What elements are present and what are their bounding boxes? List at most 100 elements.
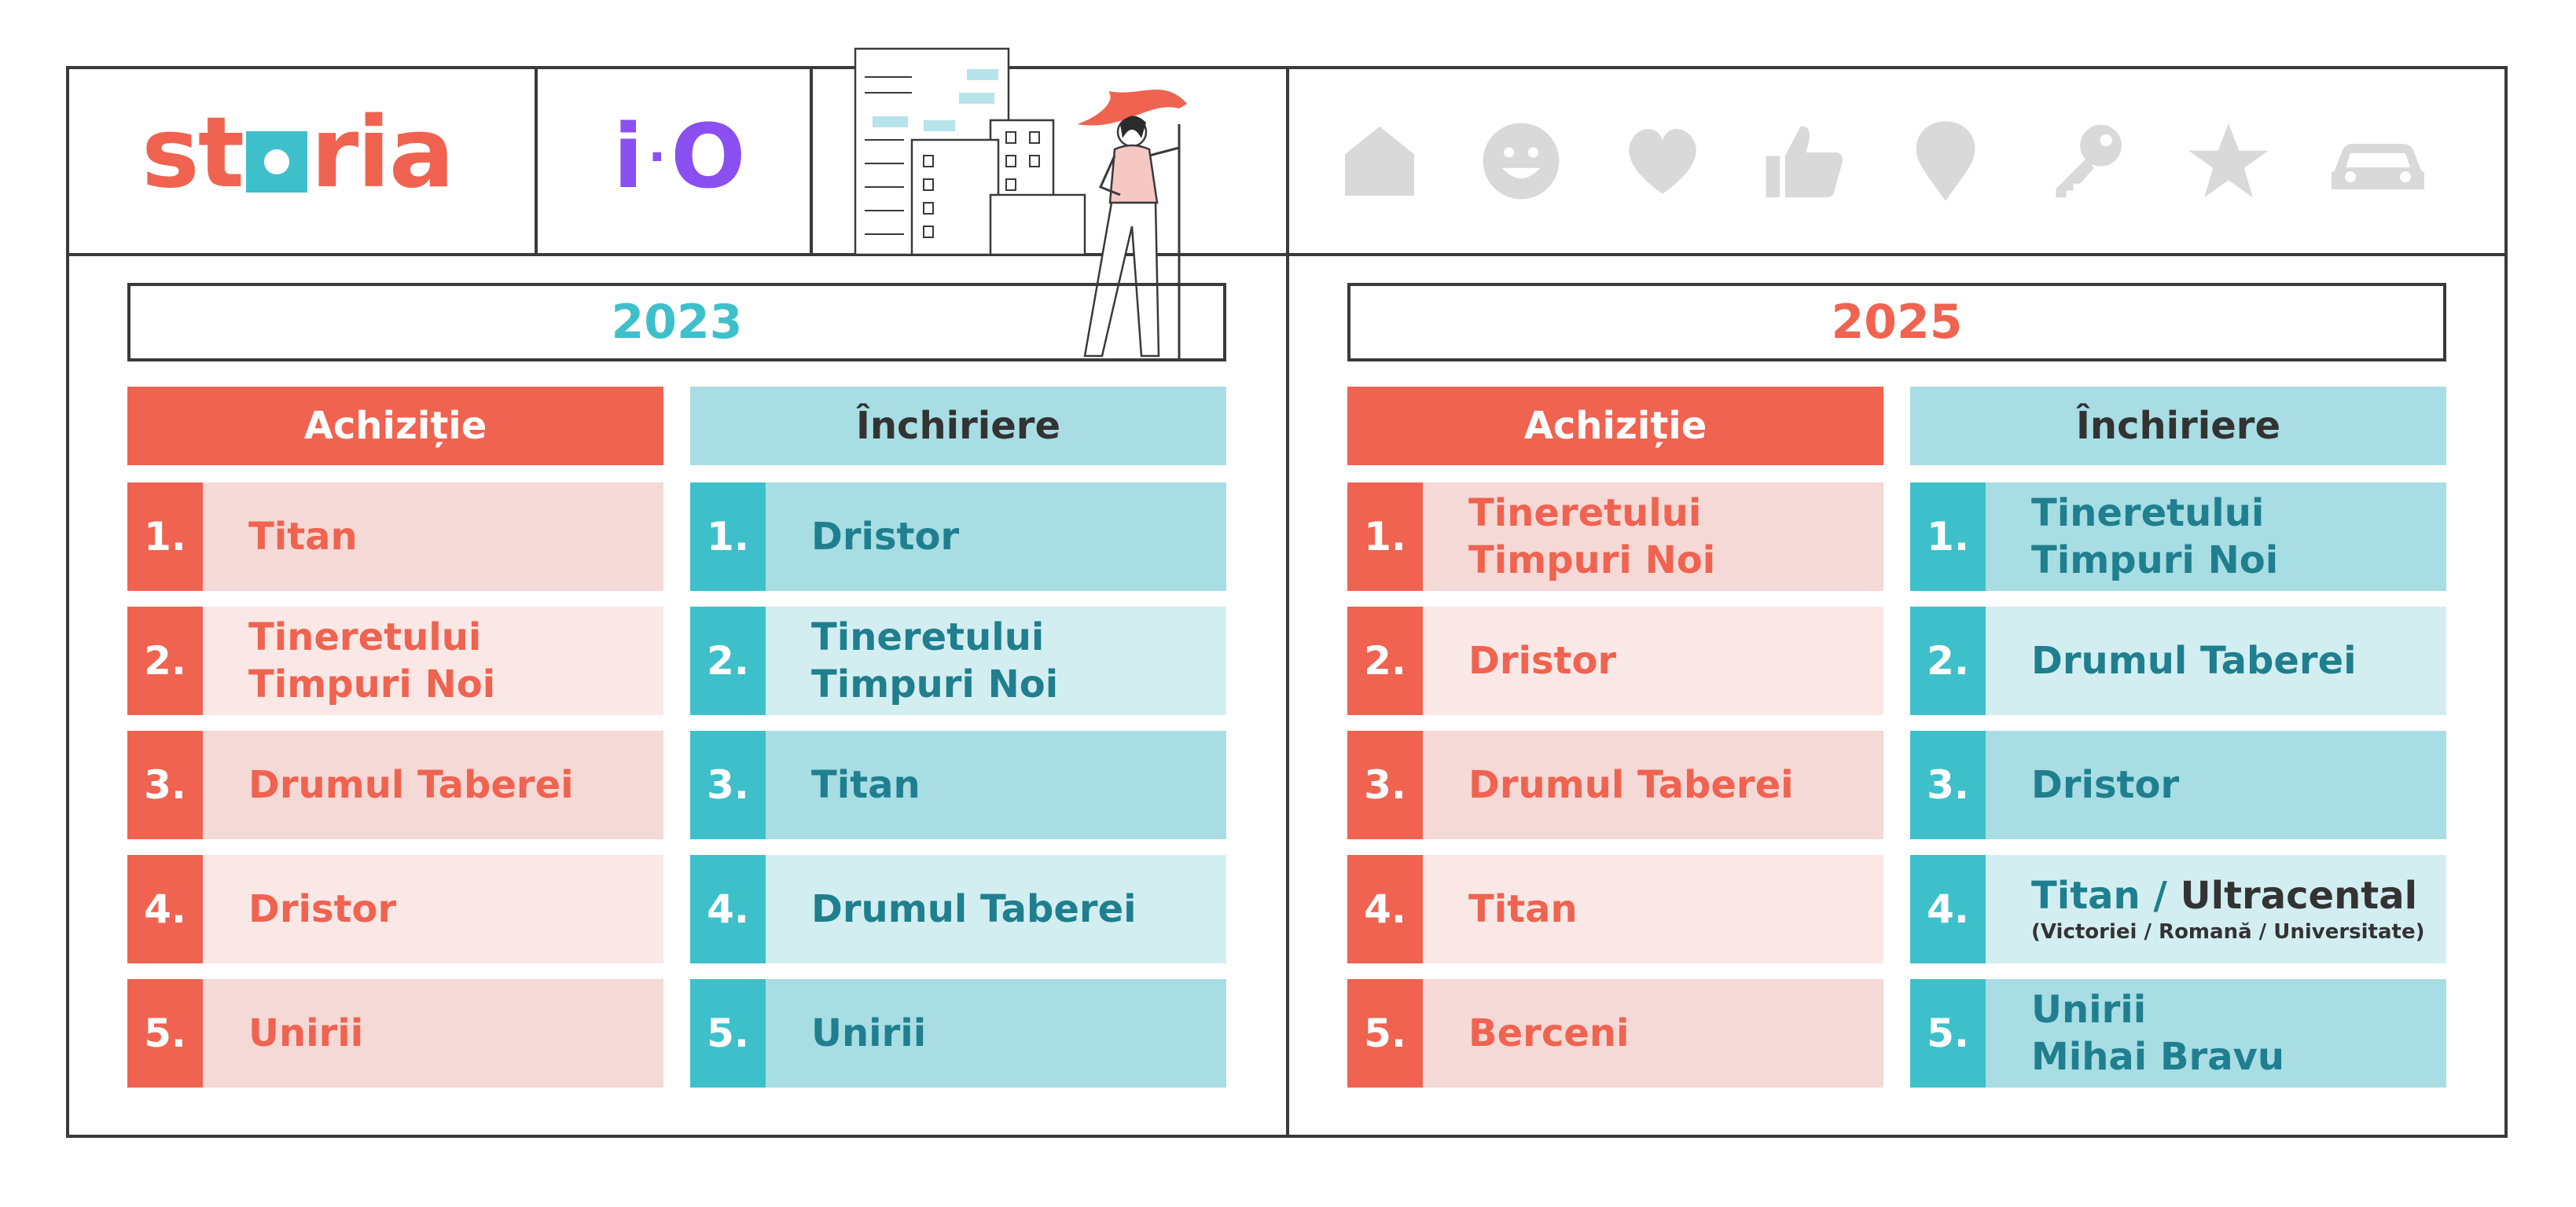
ranking-row: 3. Titan	[690, 731, 1226, 839]
rank-number: 3.	[1910, 731, 1986, 839]
name-line-1: Drumul Taberei	[811, 886, 1226, 933]
neighborhood-name: Dristor	[1423, 607, 1883, 715]
storia-logo-text-start: st	[141, 97, 244, 210]
storia-logo-text-end: ria	[311, 97, 454, 210]
name-line-1-text: Drumul Taberei	[2031, 639, 2357, 683]
name-line-1-text: Dristor	[1468, 639, 1617, 683]
neighborhood-name: Tineretului Timpuri Noi	[203, 607, 663, 715]
divider-center	[1286, 66, 1289, 1138]
divider-logo-2	[810, 66, 813, 255]
name-line-1-text: Dristor	[248, 887, 397, 931]
name-line-1-text: Titan	[811, 763, 921, 807]
storia-logo[interactable]: st ria	[141, 97, 454, 210]
rank-number: 3.	[127, 731, 203, 839]
name-line-2: Timpuri Noi	[811, 662, 1059, 706]
name-line-1-text: Drumul Taberei	[1468, 763, 1794, 807]
name-line-1: Dristor	[2031, 761, 2446, 809]
ranking-row: 2. Tineretului Timpuri Noi	[127, 607, 663, 715]
name-line-1: Tineretului	[811, 614, 1226, 661]
ranking-row: 1. Tineretului Timpuri Noi	[1347, 482, 1883, 591]
neighborhood-name: Tineretului Timpuri Noi	[1423, 482, 1883, 591]
neighborhood-name: Tineretului Timpuri Noi	[1986, 482, 2446, 591]
rank-number: 3.	[1347, 731, 1423, 839]
name-line-1-text: Unirii	[248, 1011, 364, 1055]
neighborhood-name: Berceni	[1423, 979, 1883, 1088]
io-logo-dot: ·	[648, 130, 667, 185]
name-line-1-text: Titan	[1468, 887, 1578, 931]
name-line-1: Titan / Ultracental	[2031, 872, 2446, 919]
name-line-1: Unirii	[811, 1010, 1226, 1057]
star-icon	[2188, 123, 2269, 198]
name-line-2: Timpuri Noi	[1468, 538, 1716, 582]
ranking-row: 2. Tineretului Timpuri Noi	[690, 607, 1226, 715]
rank-number: 5.	[127, 979, 203, 1088]
ranking-row: 5. Unirii	[690, 979, 1226, 1088]
neighborhood-name: Titan	[1423, 855, 1883, 963]
rank-number: 2.	[1910, 607, 1986, 715]
ranking-row: 3. Drumul Taberei	[127, 731, 663, 839]
neighborhood-name: Dristor	[766, 482, 1226, 591]
ranking-row: 2. Dristor	[1347, 607, 1883, 715]
ranking-row: 5. Unirii	[127, 979, 663, 1088]
rank-number: 3.	[690, 731, 766, 839]
io-logo[interactable]: i · O	[613, 106, 745, 208]
neighborhood-name: Tineretului Timpuri Noi	[766, 607, 1226, 715]
name-line-1-text: Unirii	[811, 1011, 927, 1055]
neighborhood-name: Drumul Taberei	[1986, 607, 2446, 715]
neighborhood-name: Titan	[203, 482, 663, 591]
smiley-icon	[1483, 123, 1560, 200]
rank-number: 2.	[1347, 607, 1423, 715]
neighborhood-name: Drumul Taberei	[766, 855, 1226, 963]
home-icon	[1345, 127, 1414, 196]
rank-number: 4.	[127, 855, 203, 963]
column-heading-inchiriere: Închiriere	[690, 387, 1226, 465]
name-line-1: Unirii	[2031, 986, 2446, 1033]
neighborhood-name: Unirii	[766, 979, 1226, 1088]
column-heading-achizitie: Achiziție	[127, 387, 663, 465]
column-heading-achizitie: Achiziție	[1347, 387, 1883, 465]
storia-logo-mark	[246, 131, 308, 193]
name-line-1: Dristor	[811, 513, 1226, 560]
rank-number: 5.	[690, 979, 766, 1088]
name-line-1-text: Drumul Taberei	[811, 887, 1137, 931]
name-line-1: Titan	[248, 513, 663, 560]
neighborhood-name: Drumul Taberei	[203, 731, 663, 839]
name-line-1-text: Titan /	[2031, 874, 2181, 919]
year-label-2025: 2025	[1347, 283, 2446, 361]
thumbs-up-icon	[1766, 126, 1843, 198]
neighborhood-name: Unirii	[203, 979, 663, 1088]
name-line-1: Tineretului	[1468, 490, 1883, 537]
neighborhood-name: Titan / Ultracental (Victoriei / Romană /…	[1986, 855, 2446, 963]
heart-icon	[1629, 129, 1696, 194]
name-line-1-text: Tineretului	[1468, 491, 1702, 535]
rank-number: 5.	[1347, 979, 1423, 1088]
name-line-1: Drumul Taberei	[2031, 637, 2446, 684]
divider-logo-1	[535, 66, 538, 255]
ranking-row: 1. Dristor	[690, 482, 1226, 591]
ranking-row: 4. Titan / Ultracental (Victoriei / Romană…	[1910, 855, 2446, 963]
rank-number: 2.	[127, 607, 203, 715]
name-line-1: Dristor	[1468, 637, 1883, 684]
neighborhood-name: Drumul Taberei	[1423, 731, 1883, 839]
column-heading-inchiriere: Închiriere	[1910, 387, 2446, 465]
ranking-row: 2. Drumul Taberei	[1910, 607, 2446, 715]
neighborhood-name: Unirii Mihai Bravu	[1986, 979, 2446, 1088]
name-line-1-text: Dristor	[2031, 763, 2180, 807]
neighborhood-name: Dristor	[203, 855, 663, 963]
name-line-1: Titan	[1468, 886, 1883, 933]
woman-with-flag-illustration	[854, 47, 1187, 360]
neighborhood-name: Titan	[766, 731, 1226, 839]
neighborhood-name: Dristor	[1986, 731, 2446, 839]
name-line-1: Titan	[811, 761, 1226, 809]
name-line-1-text: Tineretului	[811, 615, 1045, 659]
name-line-1: Berceni	[1468, 1010, 1883, 1057]
name-line-1: Tineretului	[248, 614, 663, 661]
map-pin-icon	[1916, 121, 1975, 201]
rank-number: 4.	[1910, 855, 1986, 963]
ranking-row: 3. Dristor	[1910, 731, 2446, 839]
rank-number: 1.	[1347, 482, 1423, 591]
rank-number: 4.	[1347, 855, 1423, 963]
name-line-1: Tineretului	[2031, 490, 2446, 537]
ranking-row: 3. Drumul Taberei	[1347, 731, 1883, 839]
name-line-2: Timpuri Noi	[2031, 538, 2279, 582]
